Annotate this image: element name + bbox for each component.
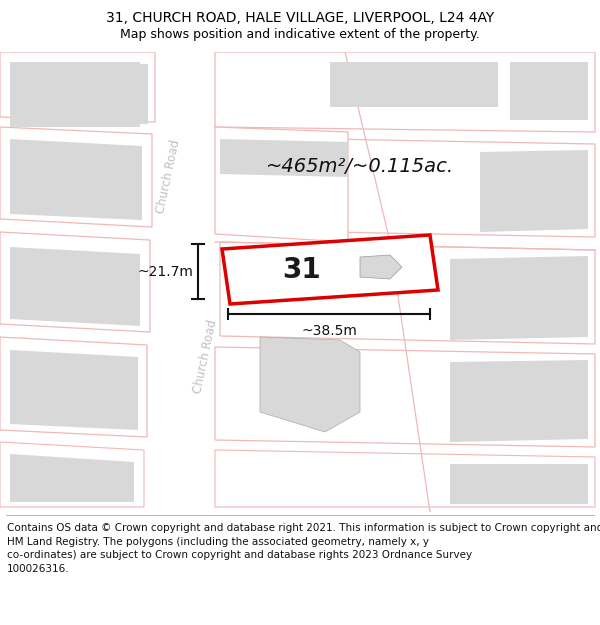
Polygon shape [215, 127, 348, 242]
Text: 31: 31 [283, 256, 322, 284]
Polygon shape [0, 442, 144, 507]
Polygon shape [220, 137, 595, 237]
Polygon shape [330, 62, 498, 107]
Polygon shape [480, 150, 588, 232]
Polygon shape [10, 350, 138, 430]
Polygon shape [0, 52, 155, 122]
Polygon shape [10, 454, 134, 502]
Text: Contains OS data © Crown copyright and database right 2021. This information is : Contains OS data © Crown copyright and d… [7, 523, 600, 574]
Polygon shape [222, 235, 438, 304]
Text: ~38.5m: ~38.5m [301, 324, 357, 338]
Polygon shape [10, 62, 140, 127]
Text: 31, CHURCH ROAD, HALE VILLAGE, LIVERPOOL, L24 4AY: 31, CHURCH ROAD, HALE VILLAGE, LIVERPOOL… [106, 11, 494, 26]
Polygon shape [10, 247, 140, 326]
Polygon shape [215, 450, 595, 507]
Text: Church Road: Church Road [154, 139, 182, 215]
Polygon shape [12, 64, 148, 124]
Polygon shape [0, 232, 150, 332]
Polygon shape [260, 337, 360, 432]
Text: Map shows position and indicative extent of the property.: Map shows position and indicative extent… [120, 28, 480, 41]
Polygon shape [220, 242, 595, 344]
Text: ~21.7m: ~21.7m [137, 264, 193, 279]
Polygon shape [0, 127, 152, 227]
Polygon shape [0, 337, 147, 437]
Polygon shape [10, 139, 142, 220]
Polygon shape [215, 347, 595, 447]
Polygon shape [450, 464, 588, 504]
Polygon shape [215, 52, 595, 132]
Polygon shape [10, 62, 140, 127]
Polygon shape [450, 256, 588, 340]
Text: ~465m²/~0.115ac.: ~465m²/~0.115ac. [266, 158, 454, 176]
Text: Church Road: Church Road [191, 319, 219, 395]
Polygon shape [360, 255, 402, 279]
Polygon shape [450, 360, 588, 442]
Polygon shape [510, 62, 588, 120]
Polygon shape [220, 139, 348, 177]
